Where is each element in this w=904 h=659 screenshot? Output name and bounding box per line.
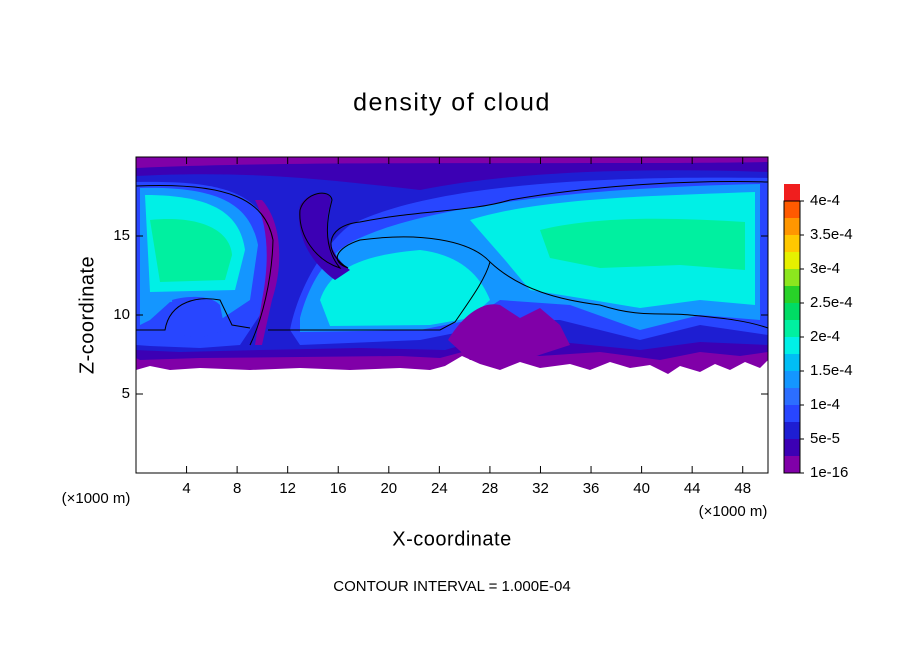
contour-line xyxy=(489,261,769,329)
x-tick-label: 44 xyxy=(684,480,701,497)
colorbar-tick-label: 3e-4 xyxy=(810,260,840,277)
x-tick-label: 12 xyxy=(279,480,296,497)
footer-note: CONTOUR INTERVAL = 1.000E-04 xyxy=(333,578,570,595)
colorbar-swatch xyxy=(784,303,800,320)
colorbar-tick-label: 2.5e-4 xyxy=(810,294,853,311)
colorbar-swatch xyxy=(784,337,800,354)
x-tick-label: 20 xyxy=(380,480,397,497)
colorbar-tick-label: 1e-16 xyxy=(810,464,848,481)
x-tick-label: 8 xyxy=(233,480,241,497)
colorbar-swatch xyxy=(784,269,800,286)
x-tick-label: 16 xyxy=(330,480,347,497)
colorbar-swatch xyxy=(784,218,800,235)
colorbar-swatch xyxy=(784,371,800,388)
contour-line xyxy=(268,181,769,331)
x-tick-label: 24 xyxy=(431,480,448,497)
colorbar-swatch xyxy=(784,201,800,218)
colorbar-tick-label: 1.5e-4 xyxy=(810,362,853,379)
x-axis-label: X-coordinate xyxy=(392,528,511,550)
colorbar-tick-label: 2e-4 xyxy=(810,328,840,345)
colorbar-tick-label: 1e-4 xyxy=(810,396,840,413)
contour-field xyxy=(135,157,769,374)
chart-title: density of cloud xyxy=(353,89,551,117)
y-axis-label: Z-coordinate xyxy=(76,256,98,374)
colorbar-tick-label: 3.5e-4 xyxy=(810,226,853,243)
y-tick-label: 5 xyxy=(122,385,130,402)
colorbar-swatch xyxy=(784,320,800,337)
colorbar-swatch xyxy=(784,405,800,422)
x-unit-label: (×1000 m) xyxy=(62,490,131,507)
contour-line xyxy=(136,298,251,331)
colorbar-swatch xyxy=(784,286,800,303)
contour-line xyxy=(299,192,342,270)
contour-region xyxy=(172,296,225,338)
x-unit-label: (×1000 m) xyxy=(699,503,768,520)
y-tick-label: 15 xyxy=(113,227,130,244)
contour-region xyxy=(540,218,745,270)
x-tick-label: 36 xyxy=(583,480,600,497)
axes: 4 8 12 16 20 24 28 32 36 40 44 48510151e-165e-51e-4… xyxy=(113,156,853,497)
colorbar-tick-label: 4e-4 xyxy=(810,192,840,209)
y-tick-label: 10 xyxy=(113,306,130,323)
colorbar-swatch xyxy=(784,184,800,201)
colorbar-swatch xyxy=(784,422,800,439)
contour-region xyxy=(255,200,280,345)
x-tick-label: 32 xyxy=(532,480,549,497)
colorbar-swatch xyxy=(784,354,800,371)
colorbar-swatch xyxy=(784,456,800,473)
colorbar-swatch xyxy=(784,439,800,456)
colorbar-tick-label: 5e-5 xyxy=(810,430,840,447)
colorbar-swatch xyxy=(784,388,800,405)
contour-region xyxy=(150,219,232,282)
x-tick-label: 40 xyxy=(633,480,650,497)
x-tick-label: 28 xyxy=(482,480,499,497)
x-tick-label: 4 xyxy=(182,480,190,497)
contour-region xyxy=(448,304,570,360)
colorbar-swatch xyxy=(784,252,800,269)
contour-line xyxy=(135,184,274,346)
x-tick-label: 48 xyxy=(734,480,751,497)
colorbar-swatch xyxy=(784,235,800,252)
contour-region xyxy=(320,250,490,326)
